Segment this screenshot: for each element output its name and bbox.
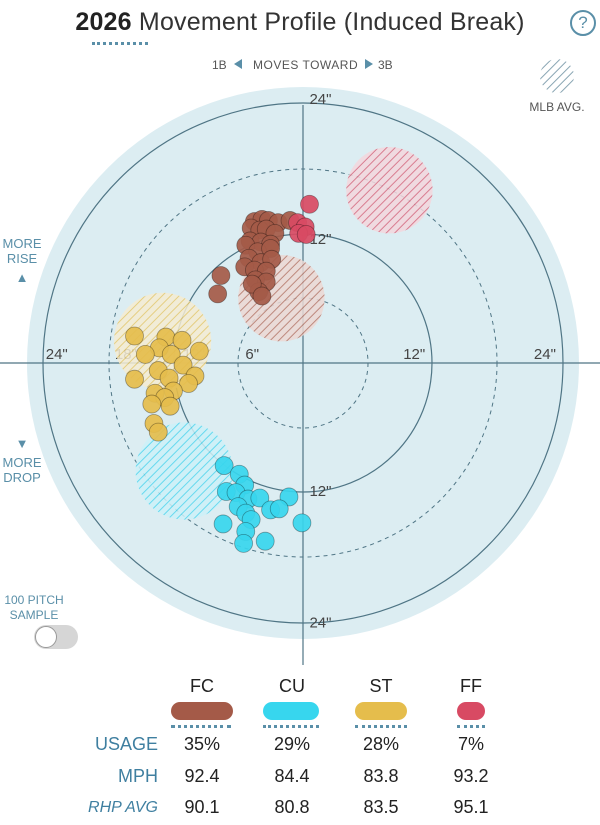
pitch-point-cu[interactable] — [234, 533, 254, 553]
arrow-right-icon — [365, 59, 373, 69]
usage-bar-st — [355, 725, 407, 728]
pitch-point-st[interactable] — [173, 355, 193, 375]
mlb-avg-zone-cu — [135, 422, 233, 520]
pitch-point-cu[interactable] — [250, 488, 270, 508]
ring-label-right-12: 12" — [403, 346, 425, 363]
ring-label-top-24: 24" — [309, 91, 331, 108]
pitch-point-st[interactable] — [125, 369, 144, 389]
pitch-point-cu[interactable] — [279, 487, 299, 507]
pitch-point-st[interactable] — [142, 394, 162, 414]
ring-label-left-24: 24" — [46, 346, 68, 363]
pitch-point-fc[interactable] — [252, 286, 272, 306]
title-year: 2026 — [75, 8, 132, 36]
pitch-point-fc[interactable] — [208, 284, 228, 304]
chart-title: 2026 Movement Profile (Induced Break) — [0, 8, 600, 37]
direction-center-label: MOVES TOWARD — [253, 58, 358, 72]
pitch-point-st[interactable] — [148, 422, 168, 442]
rhp-avg-fc: 90.1 — [184, 797, 220, 817]
up-arrow-icon: ▲ — [15, 270, 29, 285]
rhp-avg-ff: 95.1 — [453, 797, 489, 817]
ring-label-bottom-12: 12" — [309, 483, 331, 500]
usage-st: 28% — [362, 734, 400, 754]
pitch-point-st[interactable] — [179, 374, 198, 393]
usage-cu: 29% — [273, 734, 311, 754]
mph-fc: 92.4 — [184, 766, 220, 786]
usage-bar-cu — [263, 725, 319, 728]
rhp-avg-st: 83.5 — [363, 797, 399, 817]
pitch-swatch-st — [355, 702, 407, 720]
usage-bar-fc — [171, 725, 231, 728]
pitch-point-ff[interactable] — [300, 194, 319, 214]
sample-toggle[interactable] — [34, 625, 78, 649]
pitch-point-ff[interactable] — [296, 225, 316, 244]
mlb-avg-legend-swatch — [540, 59, 574, 93]
pitch-point-st[interactable] — [125, 326, 144, 346]
pitch-point-st[interactable] — [172, 330, 192, 350]
title-text: Movement Profile (Induced Break) — [138, 8, 525, 36]
pitch-header-cu: CU — [279, 676, 305, 696]
toggle-knob — [35, 626, 57, 648]
movement-chart: 24"12"12"24"24"18"12"6"12"24" 1B MOVES T… — [0, 58, 600, 665]
pitch-header-ff: FF — [460, 676, 482, 696]
arrow-left-icon — [234, 59, 242, 69]
more-rise-label: MORE RISE ▲ — [2, 236, 42, 285]
more-drop-label: ▼ MORE DROP — [2, 436, 42, 485]
direction-left-label: 1B — [212, 58, 227, 72]
pitch-point-fc[interactable] — [211, 266, 231, 285]
direction-right-label: 3B — [378, 58, 393, 72]
mph-st: 83.8 — [363, 766, 399, 786]
pitch-swatch-ff — [457, 702, 485, 720]
row-label-usage: USAGE — [94, 734, 158, 754]
mlb-avg-legend-label: MLB AVG. — [529, 100, 584, 114]
row-label-mph: MPH — [118, 766, 158, 786]
mph-ff: 93.2 — [453, 766, 489, 786]
sample-label: 100 PITCH SAMPLE — [4, 593, 64, 622]
down-arrow-icon: ▼ — [15, 436, 29, 451]
pitch-point-cu[interactable] — [292, 513, 312, 533]
pitch-swatch-fc — [171, 702, 233, 720]
pitch-point-st[interactable] — [135, 344, 155, 364]
pitch-point-cu[interactable] — [255, 531, 275, 551]
pitch-header-st: ST — [369, 676, 393, 696]
pitch-point-st[interactable] — [189, 341, 209, 361]
rhp-avg-cu: 80.8 — [274, 797, 310, 817]
pitch-swatch-cu — [263, 702, 319, 720]
title-underline — [92, 42, 148, 45]
ring-label-right-24: 24" — [534, 346, 556, 363]
pitch-header-fc: FC — [190, 676, 214, 696]
pitch-point-cu[interactable] — [269, 499, 289, 519]
row-label-rhp-avg: RHP AVG — [88, 799, 158, 816]
ring-label-bottom-24: 24" — [309, 615, 331, 632]
mlb-avg-zone-ff — [346, 147, 433, 234]
usage-ff: 7% — [457, 734, 484, 754]
usage-fc: 35% — [183, 734, 221, 754]
pitch-point-cu[interactable] — [213, 514, 233, 534]
pitch-point-fc[interactable] — [242, 274, 262, 294]
usage-bar-ff — [457, 725, 485, 728]
help-button[interactable]: ? — [570, 10, 596, 36]
ring-label-left-6: 6" — [245, 346, 259, 363]
pitch-point-st[interactable] — [160, 396, 180, 416]
pitch-point-st[interactable] — [161, 344, 181, 364]
mph-cu: 84.4 — [274, 766, 310, 786]
pitch-point-cu[interactable] — [214, 456, 234, 476]
